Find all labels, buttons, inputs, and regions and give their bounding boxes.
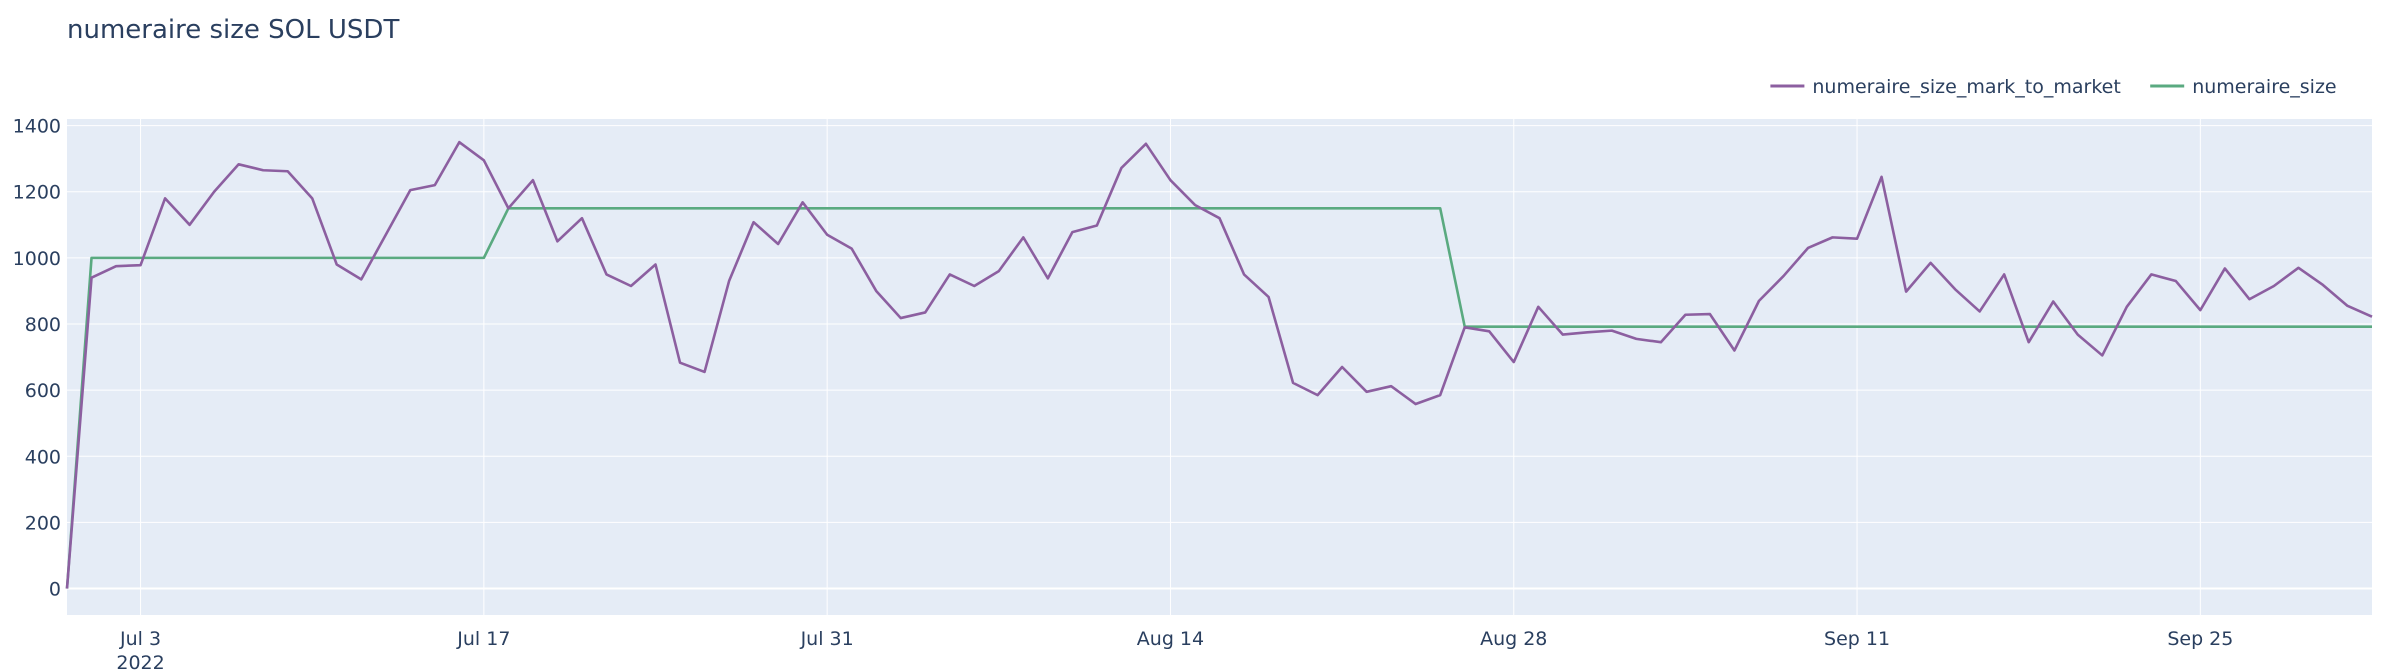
plot-area	[67, 119, 2372, 615]
x-tick-label: Aug 28	[1480, 628, 1547, 650]
y-tick-label: 0	[49, 579, 61, 601]
legend-item-numeraire-size-mark-to-market[interactable]: numeraire_size_mark_to_market	[1770, 76, 2121, 98]
legend: numeraire_size_mark_to_market numeraire_s…	[1770, 76, 2337, 98]
y-tick-label: 800	[25, 314, 61, 336]
series-line-numeraire-size-mark-to-market	[65, 140, 2373, 589]
legend-label: numeraire_size	[2192, 76, 2336, 98]
y-tick-label: 400	[25, 446, 61, 468]
x-axis: Jul 3 2022 Jul 17 Jul 31 Aug 14 Aug 28 Sep 11 S…	[116, 628, 2233, 670]
x-tick-year-label: 2022	[116, 652, 164, 670]
y-axis: 0 200 400 600 800 1000 1200 1400	[13, 116, 61, 601]
x-tick-label: Sep 25	[2167, 628, 2233, 650]
x-tick-label: Jul 17	[456, 628, 510, 650]
legend-item-numeraire-size[interactable]: numeraire_size	[2150, 76, 2337, 98]
y-tick-label: 600	[25, 380, 61, 402]
y-tick-label: 1000	[13, 248, 61, 270]
y-tick-label: 1200	[13, 182, 61, 204]
x-tick-label: Sep 11	[1824, 628, 1890, 650]
y-tick-label: 200	[25, 512, 61, 534]
chart-title: numeraire size SOL USDT	[67, 15, 399, 45]
series-layer	[65, 140, 2373, 589]
x-tick-label: Jul 31	[800, 628, 854, 650]
x-tick-label: Jul 3	[119, 628, 161, 650]
x-tick-label: Aug 14	[1137, 628, 1204, 650]
y-tick-label: 1400	[13, 116, 61, 138]
legend-label: numeraire_size_mark_to_market	[1812, 76, 2120, 98]
